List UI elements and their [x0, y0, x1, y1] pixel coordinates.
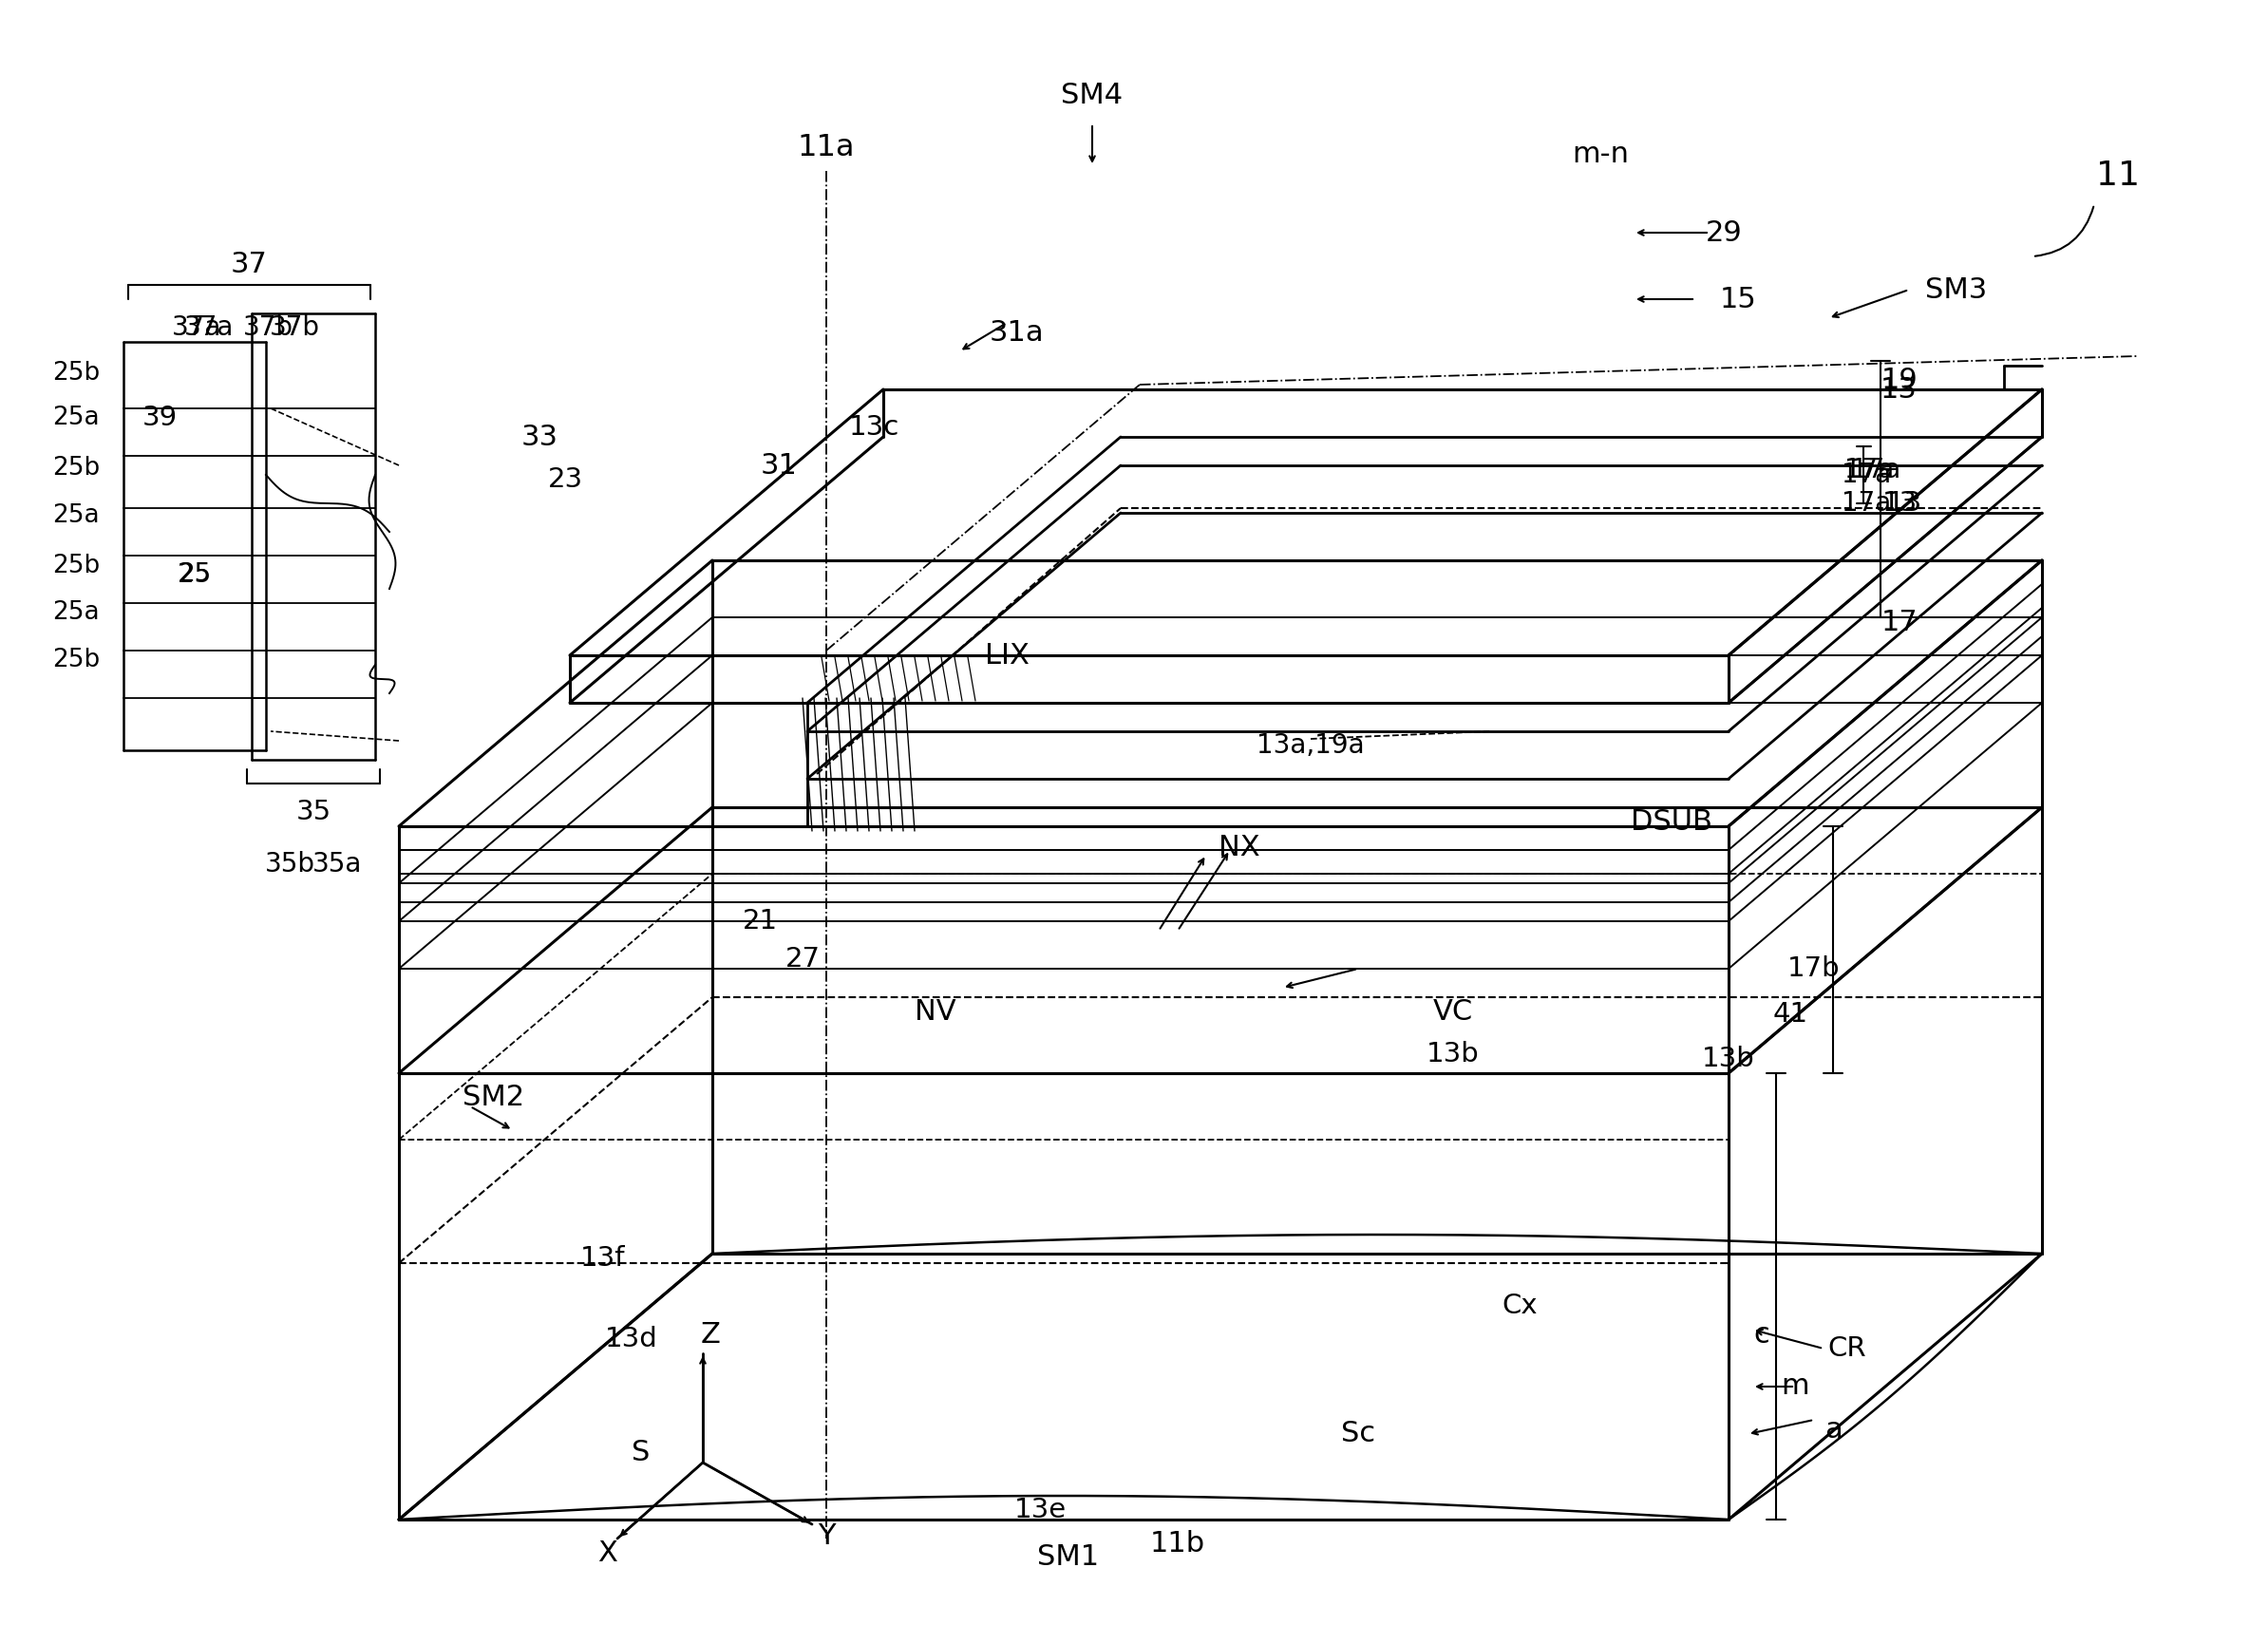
- Text: NV: NV: [914, 997, 957, 1025]
- Text: m-n: m-n: [1572, 140, 1628, 168]
- Text: SM1: SM1: [1036, 1544, 1100, 1571]
- Text: 33: 33: [522, 424, 558, 450]
- Text: CR: CR: [1828, 1336, 1867, 1362]
- Text: VC: VC: [1433, 997, 1474, 1025]
- Text: 13: 13: [1882, 490, 1916, 516]
- Text: 13: 13: [1880, 376, 1916, 403]
- Text: 37a: 37a: [184, 314, 234, 342]
- Text: 13f: 13f: [581, 1245, 626, 1272]
- Text: 37: 37: [231, 250, 268, 278]
- Text: 25b: 25b: [52, 554, 100, 578]
- Text: NX: NX: [1218, 833, 1261, 861]
- Text: 17a: 17a: [1842, 462, 1892, 488]
- Text: c: c: [1753, 1321, 1769, 1349]
- Text: 31a: 31a: [989, 319, 1043, 347]
- Text: a: a: [1823, 1416, 1842, 1443]
- Text: DSUB: DSUB: [1631, 808, 1712, 835]
- Text: 39: 39: [143, 404, 177, 430]
- Text: 31: 31: [760, 452, 798, 480]
- Text: 25a: 25a: [52, 406, 100, 430]
- Text: 25a: 25a: [52, 503, 100, 527]
- Text: Cx: Cx: [1501, 1293, 1538, 1319]
- Text: S: S: [633, 1439, 651, 1467]
- Text: 25: 25: [179, 562, 211, 587]
- Text: 17a: 17a: [1844, 457, 1894, 483]
- Text: 17a: 17a: [1851, 457, 1901, 483]
- Text: 25b: 25b: [52, 455, 100, 480]
- Text: 35a: 35a: [313, 851, 363, 877]
- Text: 13c: 13c: [848, 414, 898, 440]
- Text: 13b: 13b: [1701, 1045, 1755, 1073]
- Text: SM4: SM4: [1061, 81, 1123, 108]
- Text: X: X: [599, 1539, 617, 1566]
- Text: 25: 25: [177, 562, 211, 588]
- Text: 17: 17: [1880, 608, 1919, 636]
- Text: 11a: 11a: [798, 133, 855, 163]
- Text: 15: 15: [1719, 286, 1755, 312]
- Text: 37b: 37b: [243, 314, 293, 342]
- Text: LIX: LIX: [984, 641, 1030, 669]
- Text: 37b: 37b: [270, 314, 320, 342]
- Text: 35: 35: [295, 798, 331, 825]
- Text: 21: 21: [742, 909, 778, 935]
- Text: 13: 13: [1887, 490, 1921, 516]
- Text: Z: Z: [701, 1321, 721, 1349]
- Text: Y: Y: [816, 1523, 835, 1551]
- Text: 13b: 13b: [1427, 1042, 1479, 1068]
- Text: 41: 41: [1774, 1001, 1808, 1027]
- Text: 19: 19: [1880, 366, 1919, 394]
- Text: 23: 23: [547, 467, 583, 493]
- Text: 11b: 11b: [1150, 1530, 1204, 1558]
- Text: 25b: 25b: [52, 361, 100, 386]
- Text: SM3: SM3: [1926, 276, 1987, 304]
- Text: 13a,19a: 13a,19a: [1256, 733, 1365, 759]
- Text: Sc: Sc: [1340, 1420, 1374, 1447]
- Text: 35b: 35b: [265, 851, 315, 877]
- Text: 27: 27: [785, 946, 821, 973]
- Text: m: m: [1780, 1374, 1810, 1400]
- Text: 25b: 25b: [52, 647, 100, 672]
- Text: SM2: SM2: [463, 1083, 524, 1111]
- Text: 29: 29: [1706, 219, 1742, 246]
- Text: 17a: 17a: [1842, 490, 1892, 516]
- Text: 13e: 13e: [1014, 1497, 1066, 1523]
- Text: 37a: 37a: [172, 314, 222, 342]
- Text: 11: 11: [2096, 159, 2139, 192]
- Text: 13d: 13d: [606, 1326, 658, 1352]
- Text: 25a: 25a: [52, 600, 100, 624]
- Text: 17b: 17b: [1787, 956, 1839, 983]
